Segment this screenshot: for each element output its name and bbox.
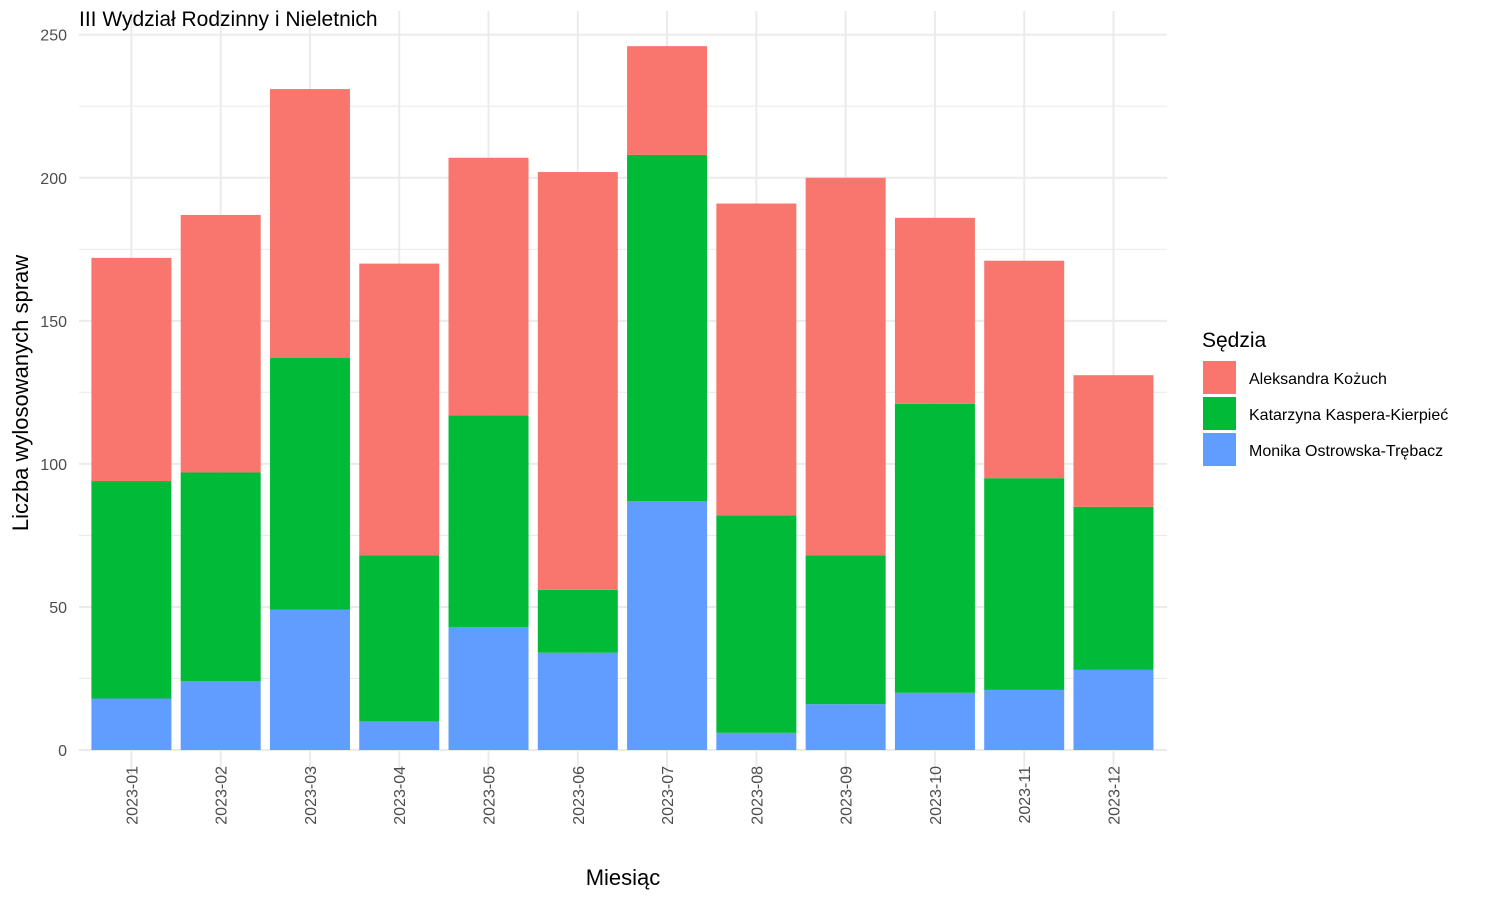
bar-segment [805, 177, 886, 556]
x-tick-label: 2023-11 [1017, 766, 1034, 824]
y-tick-label: 250 [40, 28, 67, 45]
legend-label: Katarzyna Kaspera-Kierpieć [1249, 407, 1448, 424]
bar-segment [448, 415, 529, 627]
chart-title: III Wydział Rodzinny i Nieletnich [79, 8, 378, 31]
bars [91, 46, 1154, 750]
bar-segment [627, 46, 708, 155]
bar-segment [716, 732, 797, 750]
legend-label: Aleksandra Kożuch [1249, 371, 1387, 388]
bar-segment [537, 589, 618, 653]
bar-segment [805, 704, 886, 750]
y-tick-label: 200 [40, 171, 67, 188]
bar-segment [805, 555, 886, 705]
bar-segment [716, 203, 797, 516]
x-tick-label: 2023-01 [124, 766, 141, 825]
x-tick-label: 2023-08 [749, 766, 766, 825]
bar-segment [537, 652, 618, 750]
bar-segment [537, 172, 618, 590]
bar-segment [894, 692, 975, 750]
y-tick-label: 100 [40, 457, 67, 474]
bar-segment [894, 217, 975, 404]
bar-segment [627, 154, 708, 502]
x-tick-label: 2023-02 [214, 766, 231, 825]
bar-segment [180, 681, 261, 750]
bar-segment [180, 472, 261, 682]
bar-segment [894, 403, 975, 693]
bar-segment [984, 260, 1065, 479]
x-tick-label: 2023-03 [303, 766, 320, 825]
x-tick-label: 2023-09 [839, 766, 856, 825]
bar-segment [716, 515, 797, 733]
bar-segment [1073, 506, 1154, 670]
x-axis-title: Miesiąc [586, 865, 661, 890]
bar-segment [180, 214, 261, 473]
x-tick-label: 2023-06 [571, 766, 588, 825]
bar-segment [984, 689, 1065, 750]
x-tick-label: 2023-12 [1106, 766, 1123, 825]
x-axis-ticks: 2023-01 2023-02 2023-03 2023-04 2023-05 2023-… [124, 766, 1123, 825]
bar-segment [269, 89, 350, 359]
legend-label: Monika Ostrowska-Trębacz [1249, 443, 1443, 460]
x-tick-label: 2023-05 [482, 766, 499, 825]
bar-segment [91, 257, 172, 482]
legend-swatch [1203, 433, 1236, 466]
x-tick-label: 2023-04 [392, 766, 409, 825]
y-tick-label: 50 [49, 600, 67, 617]
bar-segment [448, 626, 529, 750]
bar-segment [359, 263, 440, 556]
y-axis-ticks: 0 50 100 150 200 250 [40, 28, 67, 760]
bar-segment [627, 501, 708, 750]
bar-segment [269, 358, 350, 610]
bar-segment [984, 478, 1065, 690]
bar-segment [359, 721, 440, 750]
bar-segment [91, 698, 172, 750]
x-tick-label: 2023-10 [928, 766, 945, 825]
legend-swatch [1203, 361, 1236, 394]
legend: Sędzia Aleksandra Kożuch Katarzyna Kasper… [1202, 329, 1448, 466]
bar-segment [359, 555, 440, 722]
legend-title: Sędzia [1202, 329, 1267, 352]
bar-segment [448, 157, 529, 416]
x-tick-label: 2023-07 [660, 766, 677, 825]
y-tick-label: 0 [58, 743, 67, 760]
bar-segment [1073, 375, 1154, 507]
y-tick-label: 150 [40, 314, 67, 331]
legend-items: Aleksandra Kożuch Katarzyna Kaspera-Kierp… [1203, 361, 1448, 466]
y-axis-title: Liczba wylosowanych spraw [8, 255, 33, 531]
bar-segment [91, 481, 172, 699]
bar-segment [1073, 669, 1154, 750]
bar-segment [269, 609, 350, 750]
legend-swatch [1203, 397, 1236, 430]
